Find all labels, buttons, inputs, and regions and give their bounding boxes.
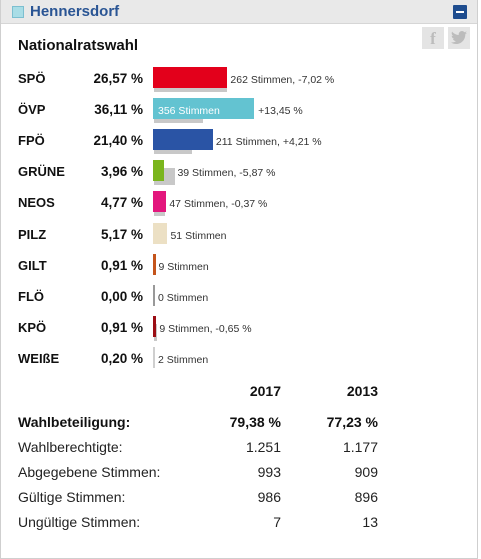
collapse-button[interactable] [453, 5, 467, 19]
party-result-bar [153, 160, 165, 182]
party-votes-info: 47 Stimmen, -0,37 % [169, 198, 268, 211]
party-result-bar [153, 191, 167, 213]
party-name: GILT [18, 257, 47, 273]
party-percent: 0,20 % [100, 350, 143, 366]
party-name: FPÖ [18, 133, 45, 149]
party-result-bar [153, 129, 213, 151]
party-result-bar [153, 315, 156, 337]
party-votes-info: 39 Stimmen, -5,87 % [177, 167, 276, 180]
party-name: GRÜNE [18, 164, 65, 180]
party-name: FLÖ [18, 288, 44, 304]
year-2013-header: 2013 [346, 383, 378, 399]
municipality-square-icon [12, 6, 24, 18]
party-votes-info: 2 Stimmen [158, 353, 209, 366]
stats-row: Wahlberechtigte: 1.251 1.177 [1, 439, 479, 459]
stats-row: Wahlbeteiligung: 79,38 % 77,23 % [1, 414, 479, 434]
stats-value-2017: 79,38 % [229, 414, 281, 430]
stats-value-2013: 77,23 % [326, 414, 378, 430]
municipality-title: Hennersdorf [30, 3, 120, 20]
party-result-bar [153, 67, 228, 88]
stats-row: Ungültige Stimmen: 7 13 [1, 514, 479, 534]
party-percent: 36,11 % [94, 102, 143, 118]
stats-value-2017: 1.251 [245, 439, 281, 455]
section-title: Nationalratswahl [18, 37, 139, 54]
party-percent: 0,00 % [100, 288, 143, 304]
party-result-bar [153, 222, 168, 244]
facebook-share-icon[interactable]: f [422, 27, 444, 49]
party-result-bar [153, 346, 155, 368]
party-row: NEOS 4,77 % 47 Stimmen, -0,37 % [1, 191, 479, 217]
party-name: ÖVP [18, 102, 46, 118]
twitter-share-icon[interactable] [448, 27, 470, 49]
stats-label: Wahlberechtigte: [18, 439, 123, 455]
party-percent: 0,91 % [100, 319, 143, 335]
party-percent: 26,57 % [93, 71, 143, 86]
party-name: KPÖ [18, 319, 47, 335]
stats-label: Ungültige Stimmen: [18, 514, 141, 530]
party-percent: 21,40 % [93, 133, 143, 149]
party-row: FLÖ 0,00 % 0 Stimmen [1, 284, 479, 309]
stats-label: Wahlbeteiligung: [18, 414, 131, 430]
party-result-bar [153, 284, 155, 306]
party-row: WEIßE 0,20 % 2 Stimmen [1, 346, 479, 371]
party-row: SPÖ 26,57 % 262 Stimmen, -7,02 % [1, 67, 479, 92]
stats-label: Gültige Stimmen: [18, 489, 126, 505]
party-change-info: +13,45 % [258, 105, 303, 118]
party-row: GRÜNE 3,96 % 39 Stimmen, -5,87 % [1, 160, 479, 186]
stats-value-2017: 7 [273, 514, 281, 530]
party-name: WEIßE [18, 350, 60, 366]
party-row: FPÖ 21,40 % 211 Stimmen, +4,21 % [1, 129, 479, 155]
party-row: ÖVP 36,11 % 356 Stimmen +13,45 % [1, 98, 479, 124]
party-name: PILZ [18, 226, 47, 242]
stats-value-2013: 13 [362, 514, 378, 530]
party-percent: 4,77 % [100, 195, 143, 211]
party-votes-info: 262 Stimmen, -7,02 % [230, 74, 335, 86]
stats-value-2013: 1.177 [342, 439, 378, 455]
party-result-bar [153, 253, 156, 275]
party-percent: 0,91 % [100, 257, 143, 273]
stats-label: Abgegebene Stimmen: [18, 464, 161, 480]
stats-value-2017: 986 [257, 489, 281, 505]
party-votes-info: 9 Stimmen [158, 260, 209, 273]
stats-value-2017: 993 [257, 464, 281, 480]
previous-result-bar [154, 323, 158, 341]
party-row: KPÖ 0,91 % 9 Stimmen, -0,65 % [1, 315, 479, 341]
party-percent: 3,96 % [100, 164, 143, 180]
party-votes-info: 211 Stimmen, +4,21 % [215, 136, 322, 149]
party-row: GILT 0,91 % 9 Stimmen [1, 253, 479, 278]
stats-row: Gültige Stimmen: 986 896 [1, 489, 479, 509]
widget-header: Hennersdorf [1, 0, 477, 24]
stats-value-2013: 896 [354, 489, 378, 505]
stats-header-row: 2017 2013 [1, 383, 479, 403]
party-votes-info: 356 Stimmen [158, 105, 220, 118]
party-row: PILZ 5,17 % 51 Stimmen [1, 222, 479, 247]
party-votes-info: 0 Stimmen [158, 291, 209, 304]
party-votes-info: 9 Stimmen, -0,65 % [159, 322, 252, 335]
stats-row: Abgegebene Stimmen: 993 909 [1, 464, 479, 484]
party-name: NEOS [18, 195, 55, 211]
twitter-bird-icon [451, 31, 467, 44]
party-percent: 5,17 % [100, 226, 143, 242]
party-votes-info: 51 Stimmen [170, 229, 227, 242]
party-result-bar [153, 98, 255, 120]
stats-value-2013: 909 [354, 464, 378, 480]
party-name: SPÖ [18, 71, 46, 86]
year-2017-header: 2017 [249, 383, 281, 399]
